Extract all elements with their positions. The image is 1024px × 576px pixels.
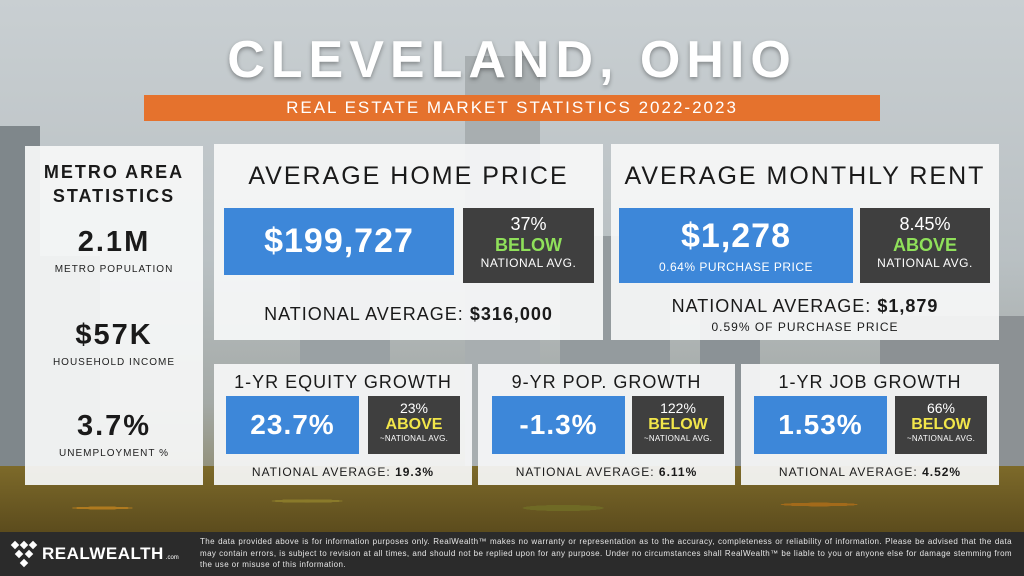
equity-value: 23.7%	[226, 396, 359, 454]
national-average-label: NATIONAL AVERAGE:	[251, 465, 391, 479]
metro-population-label: METRO POPULATION	[54, 264, 174, 275]
equity-compare-box: 23% ABOVE ~NATIONAL AVG.	[368, 396, 460, 454]
rent-national-sub: 0.59% OF PURCHASE PRICE	[711, 320, 899, 334]
population-compare-label: ~NATIONAL AVG.	[643, 434, 713, 443]
jobs-direction: BELOW	[911, 416, 971, 433]
page-title: CLEVELAND, OHIO	[227, 31, 797, 89]
metro-area-panel: METRO AREA STATISTICS 2.1M METRO POPULAT…	[25, 146, 203, 485]
rent-direction: ABOVE	[892, 235, 957, 255]
jobs-compare-box: 66% BELOW ~NATIONAL AVG.	[895, 396, 987, 454]
population-compare-box: 122% BELOW ~NATIONAL AVG.	[632, 396, 724, 454]
equity-direction: ABOVE	[385, 416, 443, 433]
jobs-compare-label: ~NATIONAL AVG.	[906, 434, 976, 443]
household-income-value: $57K	[75, 319, 153, 351]
equity-pct: 23%	[399, 400, 429, 416]
rent-compare-label: NATIONAL AVG.	[877, 256, 973, 270]
jobs-national-average: NATIONAL AVERAGE: 4.52%	[741, 465, 999, 479]
home-price-compare-label: NATIONAL AVG.	[480, 256, 577, 270]
equity-growth-panel: 1-YR EQUITY GROWTH 23.7% 23% ABOVE ~NATI…	[214, 364, 472, 485]
rent-purchase-price: 0.64% PURCHASE PRICE	[658, 260, 814, 274]
rent-value-box: $1,278 0.64% PURCHASE PRICE	[619, 208, 853, 283]
equity-heading: 1-YR EQUITY GROWTH	[234, 372, 452, 392]
national-average-value: $316,000	[469, 304, 553, 324]
metro-population-value: 2.1M	[77, 226, 151, 258]
metro-title-line1: METRO AREA	[43, 162, 185, 182]
subtitle-banner: REAL ESTATE MARKET STATISTICS 2022-2023	[144, 95, 880, 121]
rent-pct: 8.45%	[899, 214, 951, 234]
realwealth-logo-icon	[10, 540, 38, 568]
unemployment-label: UNEMPLOYMENT %	[59, 448, 169, 459]
realwealth-logo: REALWEALTH .com	[10, 540, 179, 568]
home-price-heading: AVERAGE HOME PRICE	[248, 162, 569, 190]
national-average-value: $1,879	[877, 296, 939, 316]
population-direction: BELOW	[648, 416, 708, 433]
home-price-pct: 37%	[510, 214, 547, 234]
national-average-label: NATIONAL AVERAGE:	[778, 465, 918, 479]
rent-value: $1,278	[681, 217, 791, 255]
rent-compare-box: 8.45% ABOVE NATIONAL AVG.	[860, 208, 990, 283]
metro-panel-title: METRO AREA STATISTICS	[25, 160, 203, 208]
average-monthly-rent-panel: AVERAGE MONTHLY RENT $1,278 0.64% PURCHA…	[611, 144, 999, 340]
equity-compare-label: ~NATIONAL AVG.	[379, 434, 449, 443]
brand-suffix: .com	[165, 555, 179, 561]
jobs-heading: 1-YR JOB GROWTH	[778, 372, 962, 392]
national-average-label: NATIONAL AVERAGE:	[515, 465, 655, 479]
national-average-label: NATIONAL AVERAGE:	[264, 304, 464, 324]
job-growth-panel: 1-YR JOB GROWTH 1.53% 66% BELOW ~NATIONA…	[741, 364, 999, 485]
unemployment-value: 3.7%	[76, 410, 152, 442]
jobs-pct: 66%	[926, 400, 956, 416]
household-income-label: HOUSEHOLD INCOME	[52, 357, 176, 368]
metro-title-line2: STATISTICS	[52, 186, 176, 206]
population-value: -1.3%	[492, 396, 625, 454]
equity-national-average: NATIONAL AVERAGE: 19.3%	[214, 465, 472, 479]
average-home-price-panel: AVERAGE HOME PRICE $199,727 37% BELOW NA…	[214, 144, 603, 340]
home-price-compare-box: 37% BELOW NATIONAL AVG.	[463, 208, 594, 283]
jobs-value: 1.53%	[754, 396, 887, 454]
footer: REALWEALTH .com The data provided above …	[0, 532, 1024, 576]
home-price-national-average: NATIONAL AVERAGE: $316,000	[214, 304, 603, 325]
rent-heading: AVERAGE MONTHLY RENT	[624, 162, 986, 190]
home-price-direction: BELOW	[495, 235, 562, 255]
national-average-label: NATIONAL AVERAGE:	[671, 296, 872, 316]
disclaimer-text: The data provided above is for informati…	[200, 537, 1012, 569]
home-price-value: $199,727	[224, 208, 454, 275]
population-pct: 122%	[660, 400, 696, 416]
population-growth-panel: 9-YR POP. GROWTH -1.3% 122% BELOW ~NATIO…	[478, 364, 735, 485]
national-average-value: 4.52%	[922, 465, 962, 479]
rent-national-average: NATIONAL AVERAGE: $1,879	[611, 296, 999, 317]
population-heading: 9-YR POP. GROWTH	[511, 372, 702, 392]
national-average-value: 6.11%	[658, 465, 698, 479]
population-national-average: NATIONAL AVERAGE: 6.11%	[478, 465, 735, 479]
national-average-value: 19.3%	[395, 465, 435, 479]
brand-name: REALWEALTH	[42, 544, 164, 563]
